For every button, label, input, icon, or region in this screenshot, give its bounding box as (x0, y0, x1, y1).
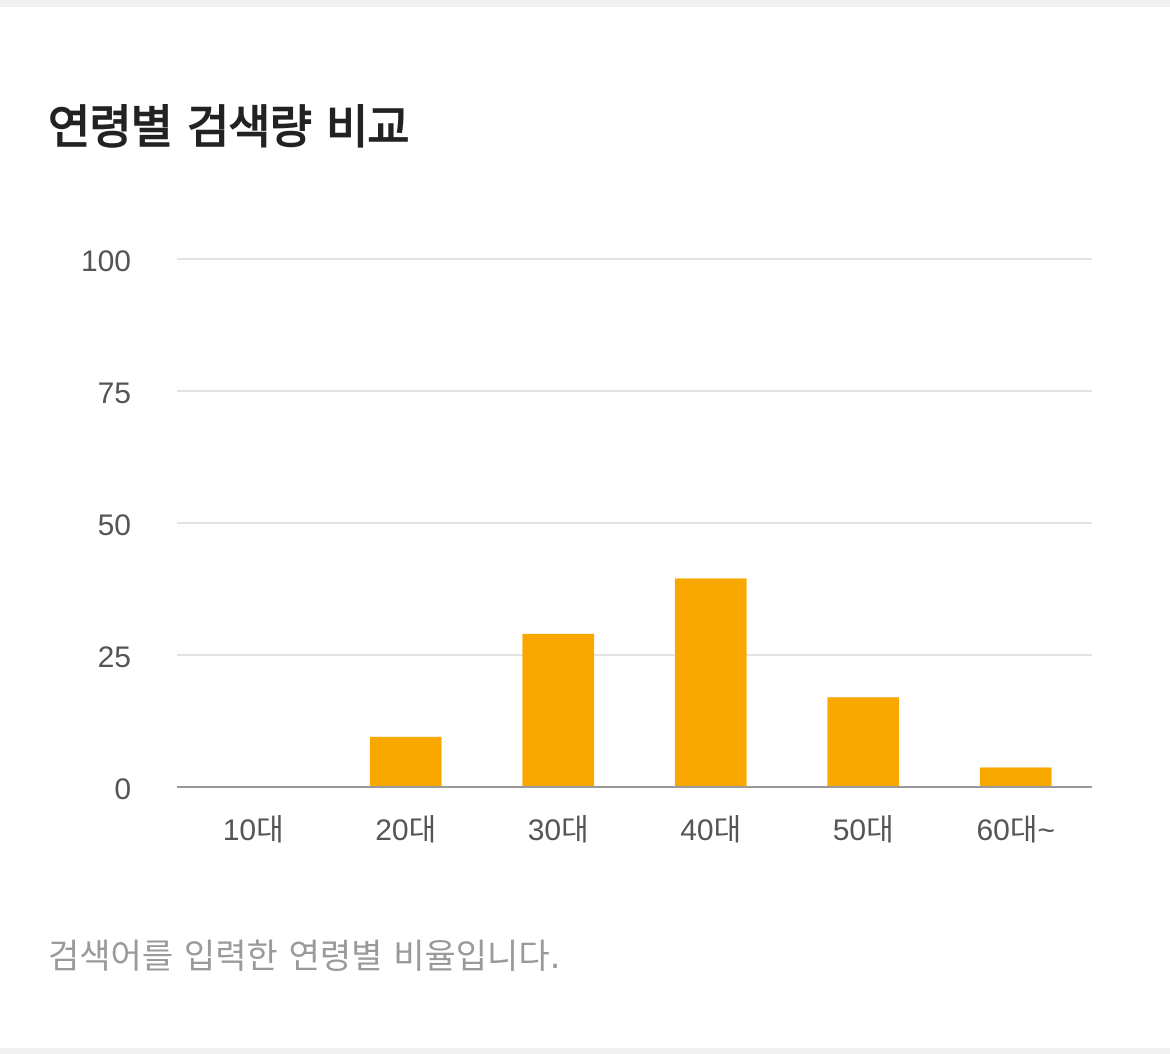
bar-40대 (674, 578, 747, 787)
x-tick-label-60대~: 60대~ (977, 814, 1056, 847)
x-tick-label-30대: 30대 (528, 814, 589, 847)
grid-layer (177, 258, 1092, 656)
y-tick-label-25: 25 (98, 641, 131, 674)
label-layer: 0 25 50 75 100 10대 20대 30대 40대 50대 60대~ (81, 245, 1055, 847)
y-tick-label-100: 100 (81, 245, 131, 278)
chart-caption: 검색어를 입력한 연령별 비율입니다. (48, 937, 561, 977)
bar-30대 (522, 633, 595, 787)
y-tick-label-75: 75 (98, 377, 131, 410)
age-bar-chart: 0 25 50 75 100 10대 20대 30대 40대 50대 60대~ (81, 245, 1092, 847)
bar-60대~ (979, 767, 1052, 787)
bar-layer (369, 578, 1052, 787)
card-title: 연령별 검색량 비교 (48, 100, 410, 154)
bar-20대 (369, 736, 442, 787)
bar-50대 (827, 697, 900, 787)
x-tick-label-20대: 20대 (375, 814, 436, 847)
y-tick-label-0: 0 (114, 773, 131, 806)
x-tick-label-40대: 40대 (680, 814, 741, 847)
x-tick-label-50대: 50대 (833, 814, 894, 847)
age-search-card: 연령별 검색량 비교 0 25 50 75 100 10대 20대 30대 40대 50대 60대~… (0, 7, 1170, 1048)
x-tick-label-10대: 10대 (223, 814, 284, 847)
y-tick-label-50: 50 (98, 509, 131, 542)
